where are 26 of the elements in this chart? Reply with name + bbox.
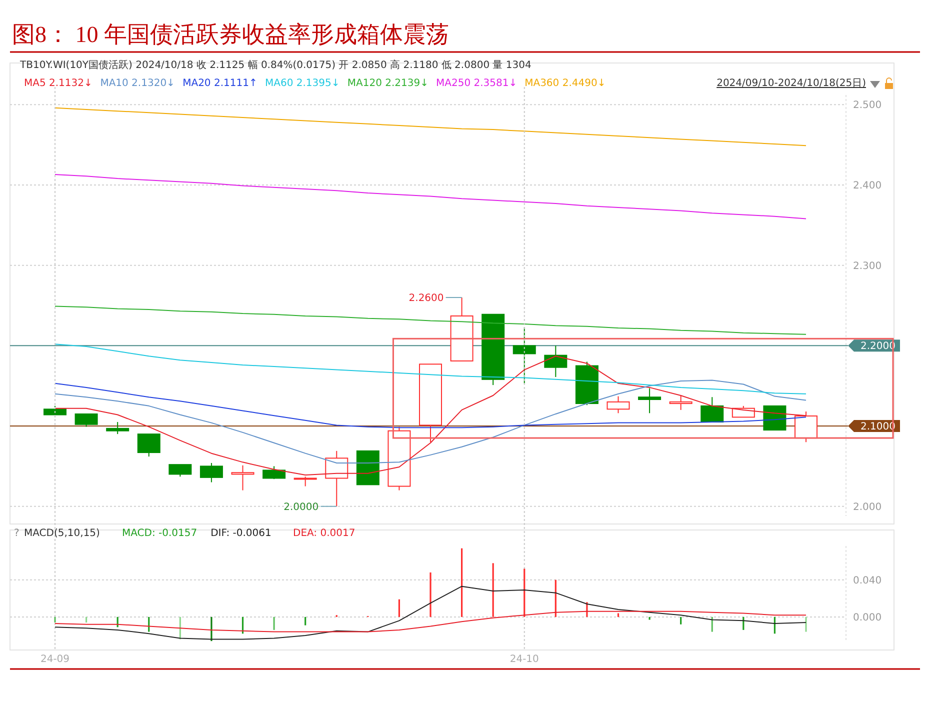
text: DIF: -0.0061 [210,528,272,539]
chart-title: MACD(5,10,15) [24,528,100,539]
y-tick-label: 2.300 [853,260,882,272]
text: DEA: 0.0017 [293,528,356,539]
text: MA5 2.1132↓ [24,78,92,89]
text: ? [14,528,20,539]
chart-title: 图8： 10 年国债活跃券收益率形成箱体震荡 [12,22,449,47]
text: MA120 2.2139↓ [347,78,429,89]
x-tick-label: 24-09 [40,654,70,665]
text: MA250 2.3581↓ [436,78,518,89]
y-tick-label: 2.400 [853,180,882,192]
y-tick-label: 2.000 [853,502,882,513]
text: MA20 2.1111↑ [182,78,258,89]
y-tick-label: 2.500 [853,100,882,112]
y-tick-label: 0.000 [853,612,882,624]
x-tick-label: 24-10 [510,654,539,665]
ref-line-label: 2.1000 [860,422,896,433]
annotation: 2.0000 [284,502,319,513]
text: MACD: -0.0157 [122,528,198,539]
annotation: 2.2600 [408,292,444,304]
text: MA60 2.1395↓ [265,78,340,89]
text: MA10 2.1320↓ [100,78,175,89]
text: 2024/09/10-2024/10/18(25日) [716,78,866,89]
text: TB10Y.WI(10Y国债活跃) 2024/10/18 收 2.1125 幅 0.84%(0.0175) 开 2.0850 高 2.1180 低 2.0800 量 1304 [19,59,532,71]
y-tick-label: 0.040 [853,575,882,586]
text: MA360 2.4490↓ [524,78,606,89]
